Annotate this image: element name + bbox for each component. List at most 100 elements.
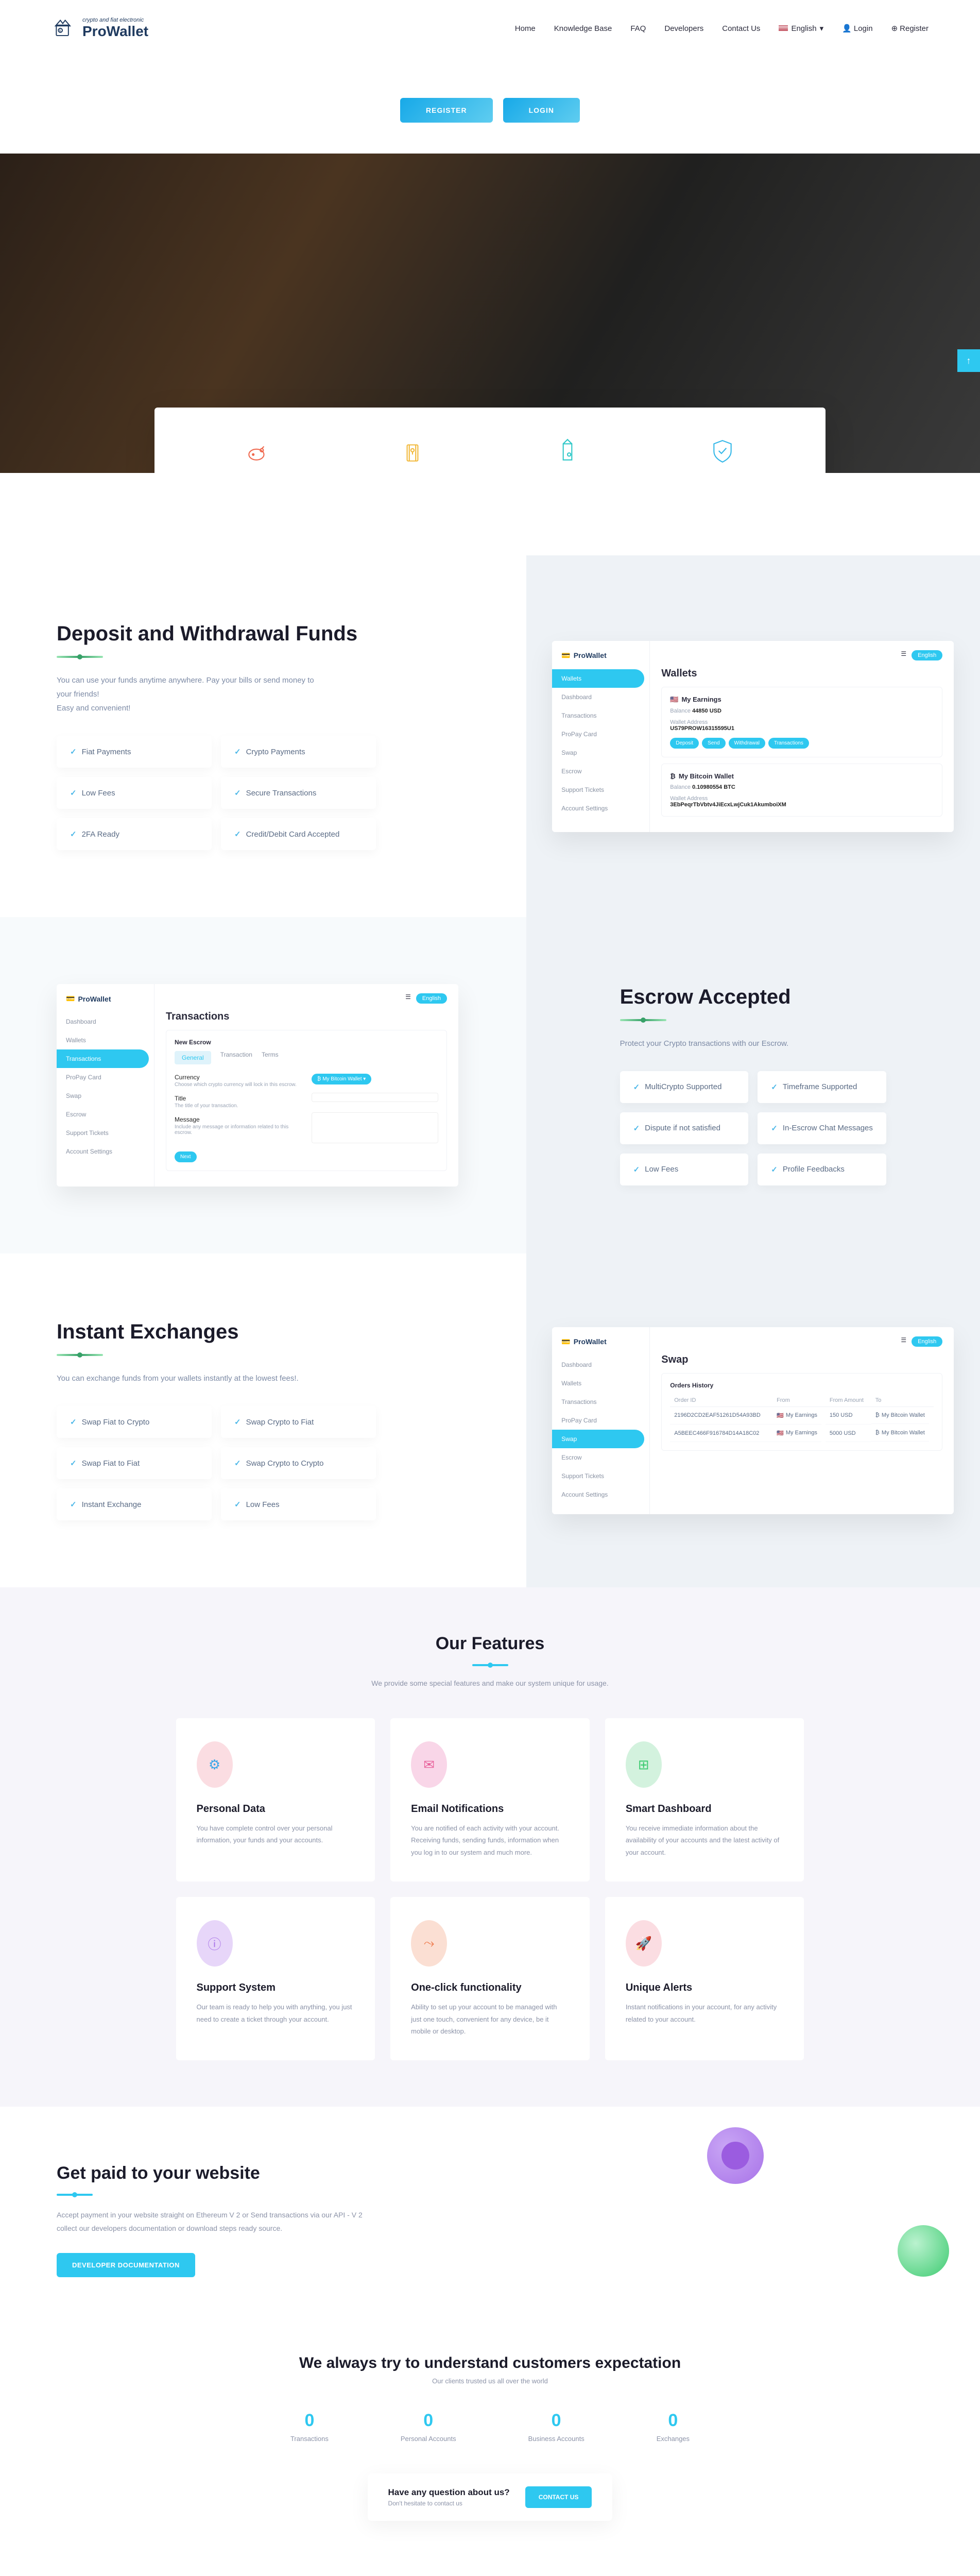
escrow-next-button[interactable]: Next <box>175 1151 197 1162</box>
check-item-2fa-ready: ✓ 2FA Ready <box>57 818 212 850</box>
hamburger-icon2[interactable]: ☰ <box>405 993 411 1004</box>
sidebar-item-transactions2[interactable]: Transactions <box>57 1049 149 1068</box>
sidebar-item-swap[interactable]: Swap <box>552 743 649 762</box>
sidebar-item-dashboard2[interactable]: Dashboard <box>57 1012 154 1031</box>
stat-item-exchanges: 0 Exchanges <box>657 2411 690 2443</box>
tab-general[interactable]: General <box>175 1051 211 1064</box>
message-textarea[interactable] <box>312 1112 438 1143</box>
sidebar-item-swap2[interactable]: Swap <box>57 1087 154 1105</box>
check-icon: ✓ <box>234 829 241 839</box>
tab-transaction[interactable]: Transaction <box>220 1051 252 1064</box>
features-banner-card: Transparent Pricing There are no hidden … <box>154 408 826 473</box>
our-features-section: Our Features We provide some special fea… <box>0 1587 980 2107</box>
check-item-in-escrow-chat: ✓ In-Escrow Chat Messages <box>758 1112 886 1144</box>
sidebar-item-wallets3[interactable]: Wallets <box>552 1374 649 1393</box>
bitcoin-icon2: ₿ <box>317 1076 321 1082</box>
logo: $ crypto and fiat electronic ProWallet <box>51 15 148 41</box>
swap-dashboard-mock: 💳 ProWallet Dashboard Wallets Transactio… <box>552 1327 954 1514</box>
scroll-to-top-button[interactable]: ↑ <box>957 349 980 372</box>
control-funds-section: Control your funds anytime anywhere. Dow… <box>0 2572 980 2576</box>
developer-documentation-button[interactable]: DEVELOPER DOCUMENTATION <box>57 2253 195 2277</box>
sidebar-item-propay-card3[interactable]: ProPay Card <box>552 1411 649 1430</box>
sidebar-item-support-tickets[interactable]: Support Tickets <box>552 781 649 799</box>
tab-terms[interactable]: Terms <box>262 1051 279 1064</box>
deposit-withdrawal-section: Deposit and Withdrawal Funds You can use… <box>0 555 980 917</box>
sidebar-item-account-settings3[interactable]: Account Settings <box>552 1485 649 1504</box>
us-flag-icon <box>779 25 788 31</box>
transactions-button[interactable]: Transactions <box>768 738 809 749</box>
nav-home[interactable]: Home <box>515 24 536 33</box>
currency-selector[interactable]: ₿ My Bitcoin Wallet ▾ <box>312 1074 371 1084</box>
safe-secure-shield-icon <box>710 438 735 464</box>
sidebar-item-account-settings2[interactable]: Account Settings <box>57 1142 154 1161</box>
check-item-fiat-to-crypto: ✓ Swap Fiat to Crypto <box>57 1406 212 1438</box>
nav-knowledge-base[interactable]: Knowledge Base <box>554 24 612 33</box>
order-row-0[interactable]: 2196D2CD2EAF51261D54A93BD 🇺🇸 My Earnings … <box>670 1406 934 1425</box>
hamburger-icon3[interactable]: ☰ <box>901 1336 906 1347</box>
grid-icon: ⊞ <box>626 1741 662 1788</box>
check-icon: ✓ <box>70 788 77 798</box>
stat-item-transactions: 0 Transactions <box>290 2411 329 2443</box>
check-icon: ✓ <box>234 788 241 798</box>
check-item-fiat-payments: ✓ Fiat Payments <box>57 736 212 768</box>
title-input[interactable] <box>312 1093 438 1102</box>
piggy-bank-icon <box>245 438 270 464</box>
cursor-click-icon: ⤳ <box>411 1920 447 1967</box>
wallet-card-earnings: 🇺🇸 My Earnings Balance 44850 USD Wallet A… <box>661 687 942 757</box>
nav-developers[interactable]: Developers <box>664 24 703 33</box>
language-pill[interactable]: English <box>912 650 942 660</box>
photo-banner: Transparent Pricing There are no hidden … <box>0 154 980 473</box>
contact-us-button[interactable]: CONTACT US <box>525 2486 592 2508</box>
sidebar-item-support-tickets2[interactable]: Support Tickets <box>57 1124 154 1142</box>
sidebar-item-escrow2[interactable]: Escrow <box>57 1105 154 1124</box>
language-pill3[interactable]: English <box>912 1336 942 1347</box>
bitcoin-icon-row: ₿ <box>875 1412 880 1418</box>
sidebar-item-wallets2[interactable]: Wallets <box>57 1031 154 1049</box>
sidebar-item-dashboard3[interactable]: Dashboard <box>552 1355 649 1374</box>
understand-section: We always try to understand customers ex… <box>0 2334 980 2572</box>
nav-contact-us[interactable]: Contact Us <box>722 24 760 33</box>
sidebar-item-escrow3[interactable]: Escrow <box>552 1448 649 1467</box>
getpaid-section: Get paid to your website Accept payment … <box>0 2107 980 2333</box>
info-icon: ⓘ <box>197 1920 233 1967</box>
deposit-button[interactable]: Deposit <box>670 738 699 749</box>
check-item-timeframe: ✓ Timeframe Supported <box>758 1071 886 1103</box>
sidebar-item-propay-card2[interactable]: ProPay Card <box>57 1068 154 1087</box>
stat-item-business-accounts: 0 Business Accounts <box>528 2411 584 2443</box>
sidebar-item-wallets[interactable]: Wallets <box>552 669 644 688</box>
new-escrow-panel: New Escrow General Transaction Terms Cur… <box>166 1030 447 1171</box>
sidebar-item-account-settings[interactable]: Account Settings <box>552 799 649 818</box>
hero-login-button[interactable]: LOGIN <box>503 98 580 123</box>
stat-item-personal-accounts: 0 Personal Accounts <box>401 2411 456 2443</box>
hero-register-button[interactable]: REGISTER <box>400 98 493 123</box>
cashout-pencil-icon <box>555 438 580 464</box>
sidebar-item-dashboard[interactable]: Dashboard <box>552 688 649 706</box>
nav-faq[interactable]: FAQ <box>630 24 646 33</box>
check-icon: ✓ <box>234 747 241 756</box>
encrypted-shield-icon <box>400 438 425 464</box>
sidebar-item-support-tickets3[interactable]: Support Tickets <box>552 1467 649 1485</box>
hamburger-icon[interactable]: ☰ <box>901 650 906 660</box>
withdrawal-button[interactable]: Withdrawal <box>729 738 765 749</box>
us-flag-icon-row: 🇺🇸 <box>777 1412 784 1419</box>
language-pill2[interactable]: English <box>416 993 447 1004</box>
feature-item-2: Instant Cashout You have your funcs as y… <box>490 438 645 473</box>
main-nav: Home Knowledge Base FAQ Developers Conta… <box>515 24 929 33</box>
login-link[interactable]: 👤 Login <box>842 24 872 33</box>
sidebar-item-swap3[interactable]: Swap <box>552 1430 644 1448</box>
feature-card-unique-alerts: 🚀 Unique Alerts Instant notifications in… <box>605 1897 804 2060</box>
escrow-section: 💳 ProWallet Dashboard Wallets Transactio… <box>0 917 980 1253</box>
check-item-crypto-to-crypto: ✓ Swap Crypto to Crypto <box>221 1447 376 1479</box>
orders-history-table[interactable]: Order ID From From Amount To 2196D2CD2EA… <box>670 1394 934 1443</box>
sidebar-item-escrow[interactable]: Escrow <box>552 762 649 781</box>
sidebar-item-transactions3[interactable]: Transactions <box>552 1393 649 1411</box>
check-item-secure-transactions: ✓ Secure Transactions <box>221 777 376 809</box>
order-row-1[interactable]: A5BEEC466F916784D14A18C02 🇺🇸 My Earnings … <box>670 1425 934 1442</box>
check-item-low-fees3: ✓ Low Fees <box>221 1488 376 1520</box>
sidebar-item-propay-card[interactable]: ProPay Card <box>552 725 649 743</box>
language-selector[interactable]: English ▾ <box>779 24 823 33</box>
sidebar-item-transactions[interactable]: Transactions <box>552 706 649 725</box>
send-button[interactable]: Send <box>702 738 725 749</box>
register-link[interactable]: ⊕ Register <box>891 24 929 33</box>
